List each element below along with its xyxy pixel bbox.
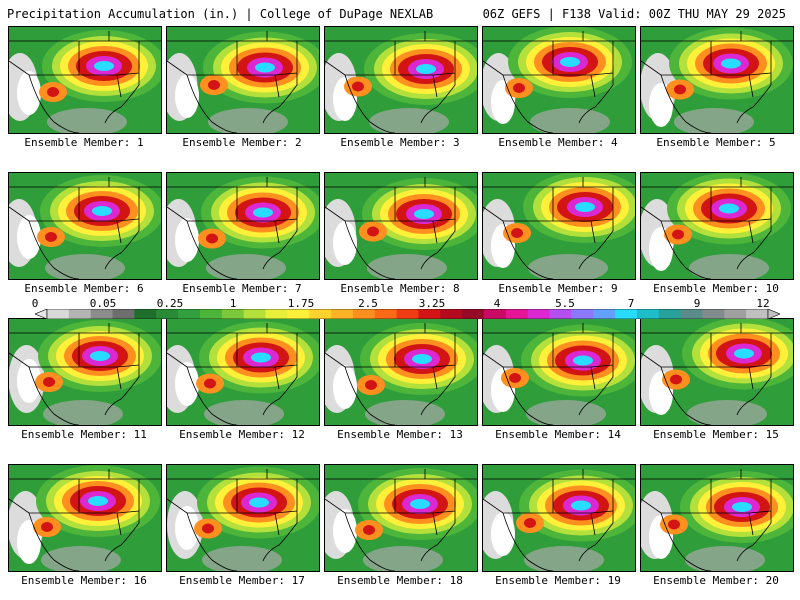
ensemble-member-map	[166, 26, 320, 134]
ensemble-member-map	[166, 172, 320, 280]
model-run-info: 06Z GEFS | F138 Valid: 00Z THU MAY 29 20…	[482, 7, 786, 21]
ensemble-member-map	[482, 464, 636, 572]
ensemble-member-map	[166, 318, 320, 426]
colorbar-swatch	[658, 309, 682, 319]
colorbar-swatch	[440, 309, 463, 319]
precip-colorbar	[35, 309, 780, 319]
colorbar-swatch	[615, 309, 638, 319]
colorbar-tick-label: 12	[756, 297, 770, 310]
ensemble-member-map	[8, 318, 162, 426]
colorbar-tick-label: 4	[493, 297, 501, 310]
ensemble-member-map	[482, 26, 636, 134]
colorbar-tick-label: 1.75	[287, 297, 315, 310]
colorbar-swatch	[90, 309, 114, 319]
colorbar-tick-label: 2.5	[358, 297, 378, 310]
ensemble-member-map	[640, 464, 794, 572]
colorbar-swatch	[309, 309, 332, 319]
ensemble-member-map	[324, 172, 478, 280]
ensemble-member-label: Ensemble Member: 16	[21, 574, 147, 587]
colorbar-tick-label: 9	[693, 297, 701, 310]
colorbar-swatch	[680, 309, 703, 319]
ensemble-member-label: Ensemble Member: 10	[653, 282, 779, 295]
ensemble-member-map	[482, 172, 636, 280]
ensemble-member-label: Ensemble Member: 15	[653, 428, 779, 441]
ensemble-member-label: Ensemble Member: 13	[337, 428, 463, 441]
colorbar-swatch	[374, 309, 398, 319]
ensemble-member-map	[8, 172, 162, 280]
colorbar-swatch	[593, 309, 616, 319]
ensemble-member-map	[640, 26, 794, 134]
colorbar-swatch	[265, 309, 288, 319]
colorbar-swatch	[199, 309, 223, 319]
colorbar-tick-label: 0	[31, 297, 39, 310]
colorbar-swatch	[549, 309, 572, 319]
colorbar-tick-label: 5.5	[555, 297, 575, 310]
ensemble-member-label: Ensemble Member: 4	[498, 136, 618, 149]
ensemble-member-label: Ensemble Member: 17	[179, 574, 305, 587]
colorbar-tick-label: 1	[229, 297, 237, 310]
colorbar-swatch	[746, 309, 769, 319]
colorbar-tick-label: 0.05	[89, 297, 117, 310]
chart-title: Precipitation Accumulation (in.) | Colle…	[7, 7, 434, 21]
colorbar-tick-label: 0.25	[156, 297, 184, 310]
colorbar-swatch	[527, 309, 551, 319]
ensemble-member-label: Ensemble Member: 14	[495, 428, 621, 441]
colorbar-swatch	[724, 309, 747, 319]
ensemble-member-label: Ensemble Member: 19	[495, 574, 621, 587]
colorbar-swatch	[396, 309, 419, 319]
ensemble-member-map	[324, 318, 478, 426]
ensemble-member-map	[166, 464, 320, 572]
colorbar-swatch	[156, 309, 179, 319]
ensemble-member-map	[324, 464, 478, 572]
ensemble-member-map	[324, 26, 478, 134]
colorbar-swatch	[68, 309, 92, 319]
ensemble-member-label: Ensemble Member: 2	[182, 136, 302, 149]
colorbar-swatch	[636, 309, 660, 319]
ensemble-member-map	[8, 26, 162, 134]
colorbar-swatch	[571, 309, 594, 319]
colorbar-swatch	[243, 309, 266, 319]
colorbar-swatch	[221, 309, 245, 319]
colorbar-tick-label: 3.25	[418, 297, 446, 310]
ensemble-member-label: Ensemble Member: 12	[179, 428, 305, 441]
colorbar-tick-label: 7	[627, 297, 635, 310]
colorbar-swatch	[483, 309, 507, 319]
ensemble-member-label: Ensemble Member: 7	[182, 282, 302, 295]
colorbar-swatch	[134, 309, 157, 319]
ensemble-member-label: Ensemble Member: 9	[498, 282, 618, 295]
colorbar-swatch	[702, 309, 725, 319]
ensemble-member-label: Ensemble Member: 1	[24, 136, 144, 149]
ensemble-member-map	[640, 318, 794, 426]
colorbar-swatch	[505, 309, 529, 319]
colorbar-swatch	[47, 309, 70, 319]
colorbar-swatch	[352, 309, 376, 319]
colorbar-swatch	[462, 309, 485, 319]
ensemble-member-label: Ensemble Member: 18	[337, 574, 463, 587]
ensemble-member-label: Ensemble Member: 8	[340, 282, 460, 295]
colorbar-swatch	[331, 309, 354, 319]
colorbar-swatch	[112, 309, 135, 319]
ensemble-member-label: Ensemble Member: 11	[21, 428, 147, 441]
ensemble-member-map	[8, 464, 162, 572]
ensemble-member-map	[640, 172, 794, 280]
colorbar-swatch	[418, 309, 441, 319]
ensemble-member-label: Ensemble Member: 6	[24, 282, 144, 295]
ensemble-member-label: Ensemble Member: 20	[653, 574, 779, 587]
ensemble-member-map	[482, 318, 636, 426]
ensemble-member-label: Ensemble Member: 3	[340, 136, 460, 149]
colorbar-swatch	[287, 309, 310, 319]
ensemble-member-label: Ensemble Member: 5	[656, 136, 776, 149]
colorbar-swatch	[178, 309, 201, 319]
